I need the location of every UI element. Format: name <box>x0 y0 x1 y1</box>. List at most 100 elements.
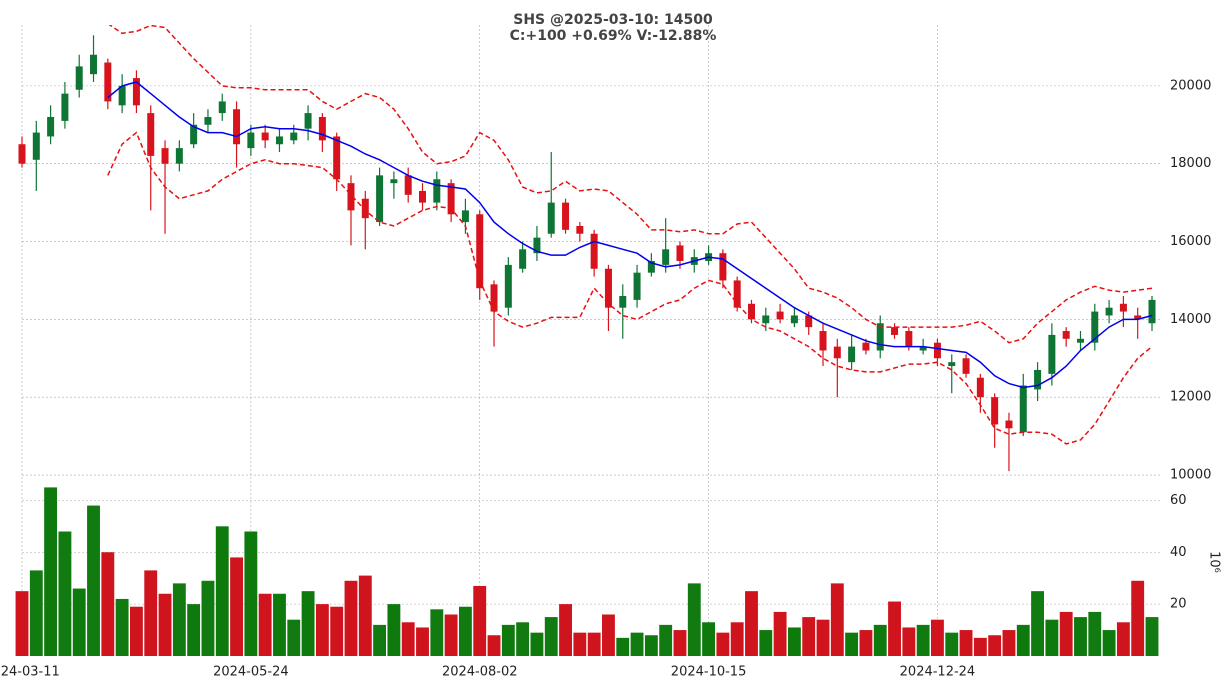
volume-bar <box>458 606 472 656</box>
volume-bar <box>330 606 344 656</box>
x-tick-label: 2024-12-24 <box>900 665 976 680</box>
volume-bar <box>916 624 930 656</box>
volume-bar <box>959 630 973 656</box>
candle-body <box>576 225 584 234</box>
candle-body <box>833 346 841 359</box>
candle-body <box>991 397 999 425</box>
volume-bar <box>988 635 1002 656</box>
candle-body <box>90 54 98 75</box>
volume-bar <box>358 575 372 656</box>
candle-body <box>32 132 40 160</box>
candle-body <box>233 109 241 145</box>
volume-bar <box>44 487 58 656</box>
y-tick-label: 18000 <box>1170 156 1211 171</box>
volume-bar <box>215 526 229 656</box>
volume-bar <box>659 624 673 656</box>
candle-body <box>490 284 498 312</box>
y-tick-label: 10000 <box>1170 468 1211 483</box>
volume-bar <box>816 619 830 656</box>
candle-body <box>962 358 970 374</box>
candle-body <box>933 342 941 359</box>
volume-bar <box>873 624 887 656</box>
y-tick-label: 60 <box>1170 493 1187 508</box>
volume-bar <box>401 622 415 656</box>
candle-body <box>547 202 555 234</box>
candle-body <box>61 93 69 121</box>
volume-bar <box>373 624 387 656</box>
volume-bar <box>516 622 530 656</box>
candle-body <box>261 132 269 141</box>
candle-body <box>118 85 126 106</box>
volume-bar <box>144 570 158 656</box>
volume-bar <box>802 617 816 656</box>
volume-bar <box>931 619 944 656</box>
volume-bar <box>888 601 901 656</box>
candle-body <box>1076 338 1084 343</box>
candle-body <box>247 132 255 149</box>
volume-bar <box>101 552 115 656</box>
volume-bar <box>630 632 644 656</box>
candle-body <box>461 210 469 223</box>
price-panel <box>18 25 1156 472</box>
volume-bar <box>1131 580 1145 656</box>
candle-body <box>476 214 484 289</box>
candle-body <box>447 183 455 215</box>
candle-body <box>390 179 398 184</box>
candle-body <box>633 272 641 300</box>
volume-bar <box>1059 611 1073 656</box>
candle-body <box>404 175 412 195</box>
volume-bar <box>616 637 630 656</box>
candle-body <box>719 253 727 281</box>
volume-bar <box>530 632 544 656</box>
volume-bar <box>787 627 801 656</box>
candle-body <box>762 315 770 324</box>
candle-body <box>1091 311 1099 343</box>
x-tick-label: 2024-08-02 <box>442 665 518 680</box>
volume-bar <box>287 619 301 656</box>
volume-bar <box>301 591 315 656</box>
overlay-line <box>107 81 1153 389</box>
candle-body <box>590 233 598 269</box>
candle-body <box>805 315 813 328</box>
candle-body <box>619 296 627 308</box>
volume-bar <box>945 632 959 656</box>
candle-body <box>18 144 26 164</box>
candle-body <box>1119 303 1127 312</box>
volume-bar <box>587 632 601 656</box>
candle-body <box>190 124 198 145</box>
overlay-line <box>108 25 1153 344</box>
y-tick-label: 16000 <box>1170 234 1211 249</box>
volume-bar <box>773 611 787 656</box>
volume-bar <box>87 505 100 656</box>
volume-bar <box>29 570 43 656</box>
chart-title: SHS @2025-03-10: 14500 <box>513 12 713 28</box>
candle-body <box>1148 299 1156 324</box>
volume-bar <box>315 604 329 656</box>
candle-body <box>1048 334 1056 374</box>
y-tick-label: 20000 <box>1170 78 1211 93</box>
candle-body <box>504 264 512 308</box>
volume-bar <box>201 580 215 656</box>
volume-bar <box>687 583 701 656</box>
volume-bar <box>845 632 859 656</box>
volume-bar <box>72 588 86 656</box>
candle-body <box>218 101 226 114</box>
candle-body <box>132 78 140 106</box>
volume-bar <box>1102 630 1116 656</box>
volume-axis-label: 10⁶ <box>1207 551 1222 573</box>
candle-body <box>676 245 684 261</box>
volume-bar <box>416 627 429 656</box>
x-tick-label: 2024-03-11 <box>0 665 60 680</box>
candle-body <box>161 148 169 164</box>
x-tick-label: 2024-05-24 <box>213 665 289 680</box>
candle-body <box>175 148 183 164</box>
candle-body <box>333 136 341 180</box>
volume-bar <box>15 591 29 656</box>
candle-body <box>562 202 570 230</box>
candle-body <box>1019 385 1027 433</box>
candle-body <box>318 116 326 141</box>
volume-bar <box>487 635 501 656</box>
volume-bar <box>473 585 487 656</box>
volume-bar <box>544 617 558 656</box>
